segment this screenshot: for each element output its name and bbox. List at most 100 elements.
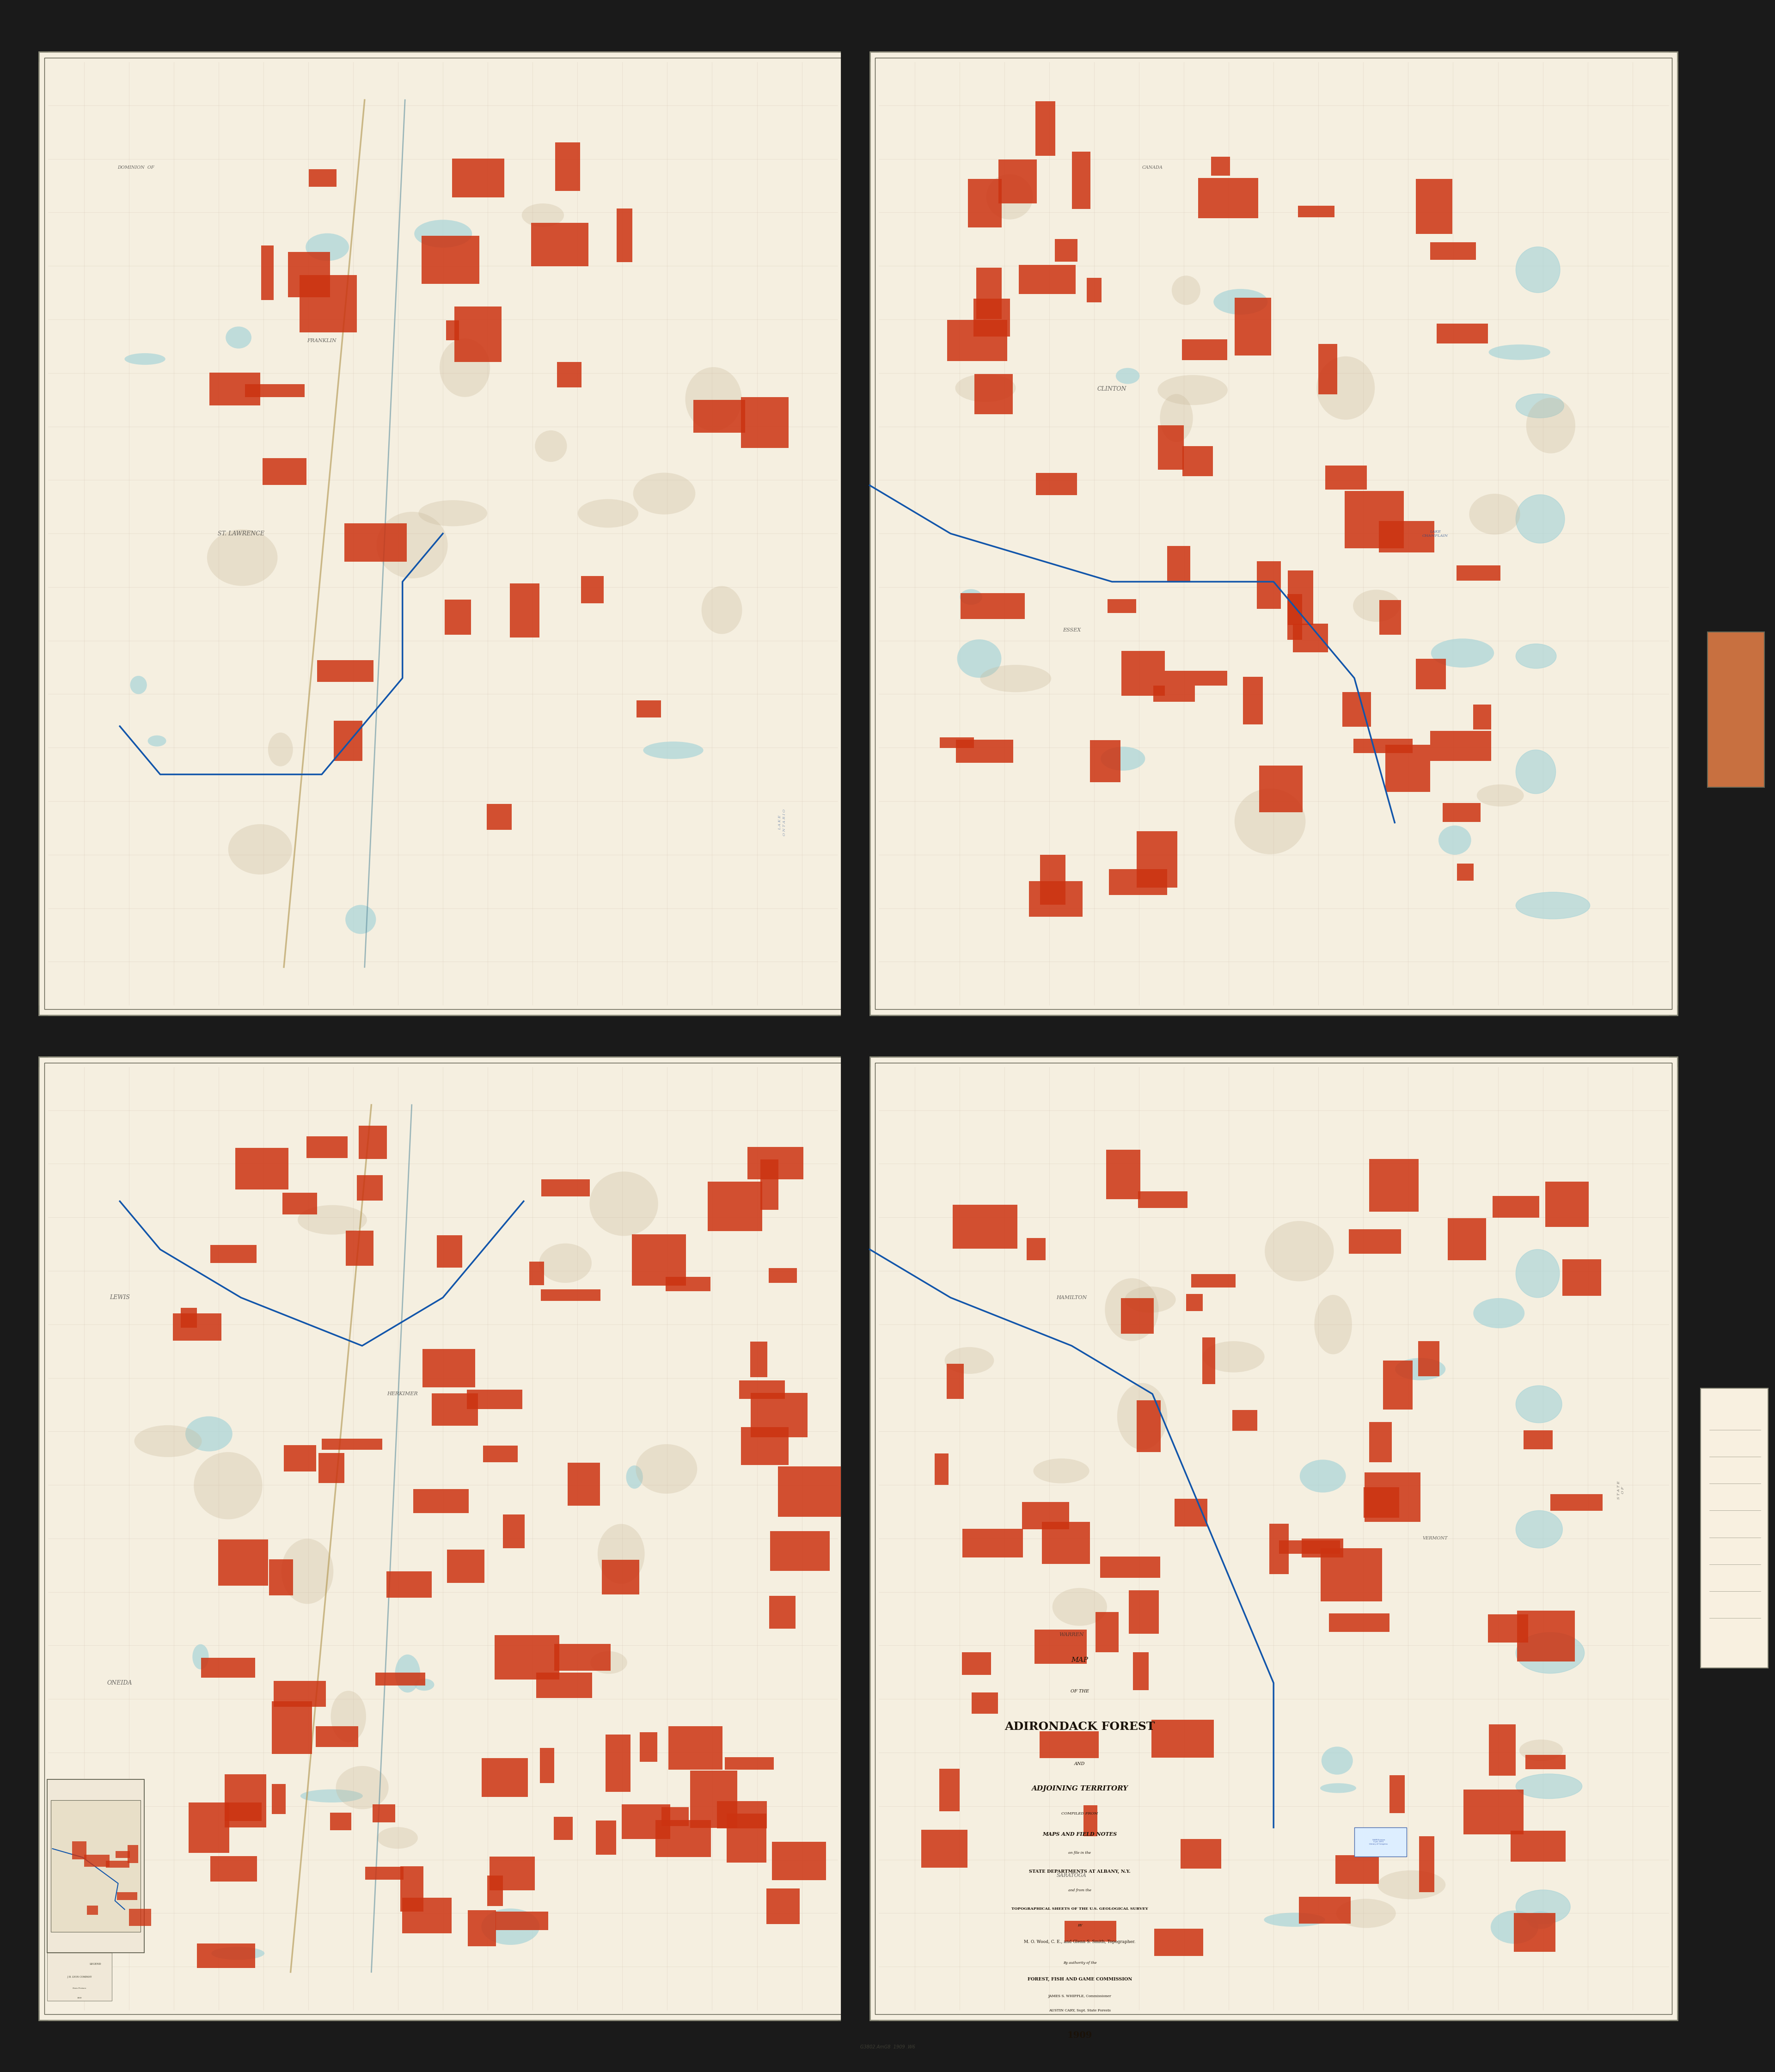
Bar: [1448, 1218, 1486, 1260]
Bar: [605, 1734, 630, 1792]
Text: 1909: 1909: [1067, 2031, 1092, 2039]
Bar: [261, 244, 273, 300]
Bar: [39, 52, 847, 1015]
Bar: [1182, 340, 1227, 361]
Ellipse shape: [135, 1426, 202, 1457]
Bar: [447, 1550, 485, 1583]
Bar: [1493, 1196, 1539, 1218]
Ellipse shape: [534, 431, 566, 462]
Bar: [1525, 1755, 1566, 1769]
Bar: [1363, 1488, 1399, 1517]
Ellipse shape: [1234, 789, 1306, 854]
Bar: [373, 1805, 396, 1823]
Bar: [875, 58, 1672, 1009]
Ellipse shape: [980, 665, 1051, 692]
Ellipse shape: [1377, 1871, 1445, 1900]
Ellipse shape: [1516, 247, 1560, 292]
Bar: [316, 1726, 359, 1747]
Ellipse shape: [414, 1678, 435, 1691]
Ellipse shape: [1266, 1220, 1333, 1280]
Bar: [490, 1857, 534, 1890]
Ellipse shape: [960, 588, 982, 605]
Bar: [272, 1701, 312, 1755]
Bar: [284, 1444, 316, 1471]
Ellipse shape: [305, 234, 350, 261]
Ellipse shape: [1172, 276, 1200, 305]
Ellipse shape: [1203, 1341, 1264, 1372]
Bar: [941, 738, 974, 748]
Bar: [1182, 445, 1212, 477]
Bar: [1242, 678, 1262, 725]
Text: WARREN: WARREN: [1060, 1633, 1085, 1637]
Bar: [1042, 1523, 1090, 1564]
Ellipse shape: [346, 905, 376, 934]
Bar: [962, 1529, 1022, 1558]
Bar: [334, 721, 362, 760]
Bar: [431, 1394, 477, 1426]
Ellipse shape: [1353, 591, 1400, 622]
Ellipse shape: [376, 512, 447, 578]
Ellipse shape: [414, 220, 472, 249]
Bar: [541, 1179, 589, 1196]
Bar: [531, 222, 588, 267]
Bar: [870, 52, 1677, 1015]
Bar: [708, 1181, 761, 1231]
Bar: [637, 700, 660, 717]
Bar: [556, 143, 580, 191]
Ellipse shape: [1100, 746, 1145, 771]
Ellipse shape: [1526, 398, 1574, 454]
Bar: [1463, 1790, 1523, 1834]
Ellipse shape: [1157, 375, 1228, 406]
Bar: [1416, 659, 1447, 690]
Bar: [483, 1446, 518, 1463]
Bar: [554, 1643, 611, 1670]
Ellipse shape: [1321, 1747, 1353, 1774]
Bar: [1280, 1539, 1340, 1554]
Bar: [1136, 831, 1177, 887]
Bar: [1211, 157, 1230, 176]
Text: LEGEND: LEGEND: [91, 1962, 101, 1966]
Bar: [1164, 671, 1227, 686]
Bar: [536, 1672, 593, 1699]
Bar: [662, 1807, 689, 1825]
Bar: [1109, 870, 1168, 895]
Bar: [245, 383, 305, 398]
Bar: [1384, 744, 1431, 792]
Ellipse shape: [1473, 1297, 1525, 1328]
Text: CLINTON: CLINTON: [1097, 385, 1127, 392]
Bar: [1257, 562, 1282, 609]
Text: M. O. Wood, C. E., and Glenn S. Smith, Topographer.: M. O. Wood, C. E., and Glenn S. Smith, T…: [1024, 1939, 1136, 1944]
Bar: [1365, 1473, 1420, 1523]
Text: By authority of the: By authority of the: [1063, 1960, 1097, 1964]
Bar: [1418, 1836, 1434, 1892]
Bar: [1390, 1776, 1404, 1813]
Bar: [1152, 1720, 1214, 1757]
Bar: [639, 1732, 657, 1761]
Bar: [1457, 864, 1473, 881]
Bar: [1345, 491, 1404, 549]
Bar: [1191, 1274, 1235, 1287]
Bar: [875, 1063, 1672, 2014]
Ellipse shape: [1337, 1898, 1395, 1927]
Text: FOREST, FISH AND GAME COMMISSION: FOREST, FISH AND GAME COMMISSION: [1028, 1977, 1132, 1981]
Bar: [502, 1515, 524, 1548]
Bar: [401, 1867, 422, 1912]
Ellipse shape: [268, 733, 293, 767]
Bar: [724, 1757, 774, 1769]
Bar: [211, 1245, 257, 1264]
Bar: [770, 1531, 829, 1571]
Text: JAMES S. WHIPPLE, Commissioner: JAMES S. WHIPPLE, Commissioner: [1049, 1993, 1111, 1997]
Ellipse shape: [1159, 394, 1193, 441]
Ellipse shape: [598, 1523, 644, 1583]
Ellipse shape: [944, 1347, 994, 1374]
Text: HERKIMER: HERKIMER: [387, 1392, 417, 1397]
Bar: [751, 1392, 808, 1438]
Bar: [1431, 731, 1491, 760]
Bar: [1100, 1556, 1161, 1577]
Text: LAKE
CHAMPLAIN: LAKE CHAMPLAIN: [1422, 530, 1448, 537]
Bar: [1708, 632, 1764, 787]
Ellipse shape: [1516, 1386, 1562, 1423]
Bar: [554, 1817, 573, 1840]
Ellipse shape: [1264, 1912, 1326, 1927]
Bar: [319, 1452, 344, 1484]
